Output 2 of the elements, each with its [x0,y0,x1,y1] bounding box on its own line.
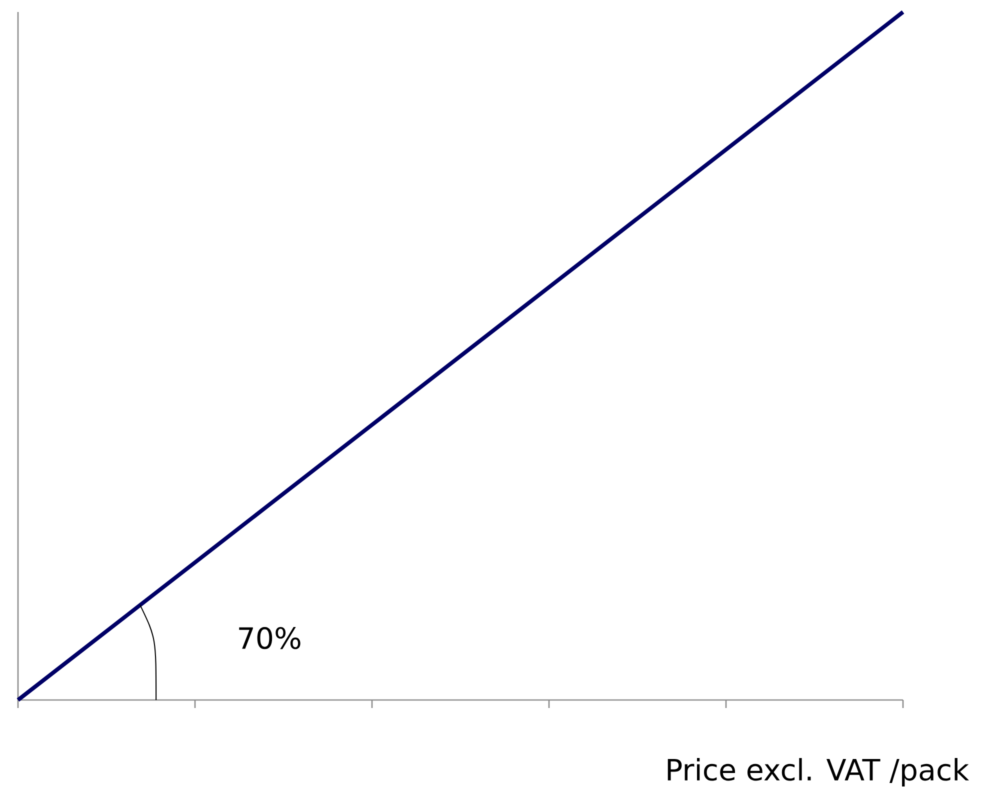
x-axis-title: Price excl. VAT /pack [668,758,970,786]
annotation: 70% [239,626,300,650]
